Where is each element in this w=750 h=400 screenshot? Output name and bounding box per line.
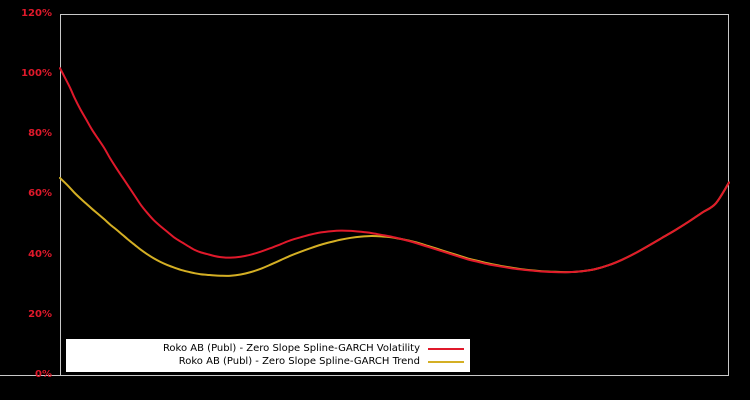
ytick-label-20: 20% xyxy=(28,309,52,320)
plot-area-border xyxy=(0,14,729,376)
legend-entry-trend: Roko AB (Publ) - Zero Slope Spline-GARCH… xyxy=(66,356,470,369)
series-line-volatility xyxy=(59,67,730,274)
ytick-label-100: 100% xyxy=(21,68,52,79)
legend-swatch-trend xyxy=(428,361,464,363)
legend-swatch-volatility xyxy=(428,348,464,350)
legend-label-volatility: Roko AB (Publ) - Zero Slope Spline-GARCH… xyxy=(162,343,420,354)
ytick-label-40: 40% xyxy=(28,249,52,260)
legend-label-trend: Roko AB (Publ) - Zero Slope Spline-GARCH… xyxy=(178,356,420,367)
ytick-label-60: 60% xyxy=(28,188,52,199)
legend-entry-volatility: Roko AB (Publ) - Zero Slope Spline-GARCH… xyxy=(66,343,470,356)
ytick-label-80: 80% xyxy=(28,128,52,139)
chart-legend: Roko AB (Publ) - Zero Slope Spline-GARCH… xyxy=(66,339,470,372)
ytick-label-120: 120% xyxy=(21,8,52,19)
data-series-layer xyxy=(59,67,730,277)
ytick-label-0: 0% xyxy=(35,369,52,380)
